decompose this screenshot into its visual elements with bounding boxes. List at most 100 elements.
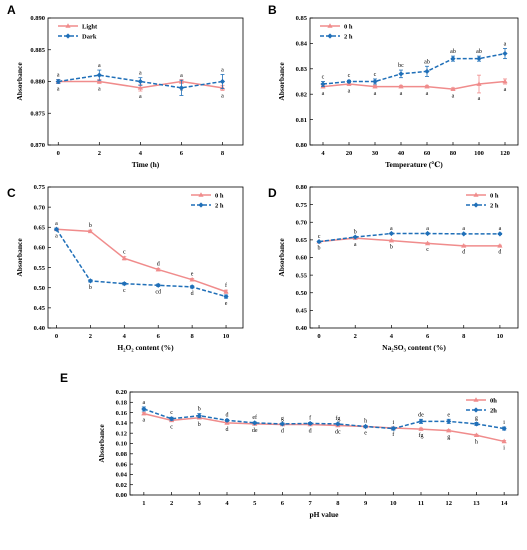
x-tick-label: 2 (354, 333, 357, 340)
x-tick-label: 3 (198, 500, 202, 507)
x-axis-label: Na₂SO₃ content (%) (382, 343, 446, 352)
data-point-triangle (87, 228, 93, 234)
data-point-diamond (362, 423, 369, 430)
data-point-triangle (398, 83, 404, 89)
y-tick-label: 0.870 (30, 142, 45, 149)
significance-label: a (98, 63, 101, 69)
x-tick-label: 10 (223, 333, 230, 340)
significance-label: b (198, 422, 201, 428)
significance-label: b (89, 223, 92, 229)
x-tick-label: 0 (317, 333, 320, 340)
x-tick-label: 10 (390, 500, 397, 507)
significance-label: e (191, 271, 194, 277)
legend-marker (473, 397, 479, 402)
legend: Light Dark (58, 23, 98, 40)
x-tick-label: 80 (450, 150, 457, 157)
y-tick-label: 0.40 (34, 325, 45, 332)
data-point-diamond (189, 284, 195, 290)
series-dashed: c c c bc ab ab ab a (320, 41, 508, 87)
significance-label: a (426, 91, 429, 97)
significance-label: fg (419, 432, 424, 439)
significance-label: c (170, 410, 173, 416)
x-tick-label: 5 (253, 500, 257, 507)
panel-letter: B (268, 3, 277, 17)
legend-marker (198, 202, 204, 208)
data-point-diamond (168, 416, 175, 422)
data-point-diamond (388, 230, 394, 237)
legend-marker (65, 23, 71, 28)
data-point-triangle (388, 237, 394, 243)
x-axis-label: H₂O₂ content (%) (117, 343, 174, 352)
significance-label: g (281, 416, 284, 422)
significance-label: g (475, 415, 478, 421)
significance-label: a (354, 242, 357, 248)
y-tick-label: 0.45 (296, 308, 308, 315)
significance-label: a (139, 71, 142, 77)
legend-label: 0h (490, 397, 497, 404)
data-point-triangle (502, 78, 508, 84)
significance-label: a (55, 221, 58, 227)
y-tick-label: 0.12 (116, 430, 127, 437)
series-line (143, 412, 505, 443)
x-tick-label: 8 (191, 333, 195, 340)
significance-label: a (478, 96, 481, 102)
data-point-diamond (87, 278, 93, 284)
y-tick-label: 0.70 (296, 219, 307, 226)
data-point-diamond (476, 56, 482, 62)
data-point-triangle (223, 288, 229, 294)
x-tick-label: 60 (424, 150, 431, 157)
significance-label: c (322, 75, 325, 81)
data-point-diamond (390, 425, 396, 432)
y-tick-label: 0.60 (34, 245, 45, 252)
x-tick-label: 2 (98, 150, 101, 157)
data-point-triangle (418, 426, 424, 431)
data-point-diamond (450, 56, 456, 62)
significance-label: d (191, 291, 194, 297)
significance-label: ab (476, 49, 482, 55)
y-tick-label: 0.75 (296, 202, 308, 209)
significance-label: a (57, 86, 60, 92)
series-line (322, 80, 506, 90)
y-tick-label: 0.60 (296, 255, 307, 262)
y-tick-label: 0.75 (34, 184, 46, 191)
x-tick-label: 6 (281, 500, 285, 507)
series-line (318, 237, 500, 247)
significance-label: a (400, 91, 403, 97)
data-point-diamond (121, 281, 127, 287)
legend-label: 2 h (490, 202, 499, 209)
x-tick-label: 7 (309, 500, 313, 507)
legend-label: 2 h (344, 33, 353, 40)
panel-letter: E (60, 371, 68, 385)
significance-label: a (98, 86, 101, 92)
y-axis-label: Absorbance (15, 62, 24, 101)
y-axis-label: Absorbance (277, 238, 286, 277)
significance-label: f (309, 414, 311, 421)
significance-label: e (225, 301, 228, 307)
legend-label: 0 h (490, 192, 499, 199)
legend-label: 2 h (215, 202, 224, 209)
y-tick-label: 0.45 (34, 305, 46, 312)
x-tick-label: 20 (346, 150, 353, 157)
panel-letter: C (7, 186, 16, 200)
y-tick-label: 0.70 (34, 204, 45, 211)
y-axis-label: Absorbance (277, 62, 286, 101)
data-point-diamond (307, 420, 313, 427)
y-tick-label: 0.85 (296, 15, 308, 22)
legend: 0 h2 h (320, 23, 353, 40)
x-tick-label: 0 (57, 150, 60, 157)
x-tick-label: 4 (139, 150, 143, 157)
x-axis-label: Time (h) (132, 160, 160, 169)
x-tick-label: 0 (55, 333, 58, 340)
y-axis-label: Absorbance (97, 424, 106, 463)
legend-label: 2h (490, 407, 497, 414)
data-point-diamond (96, 72, 102, 78)
legend-marker (198, 192, 204, 197)
y-tick-label: 0.02 (116, 482, 127, 489)
panel-a: A 0.870 0.875 0.880 0.885 0.890 0 2 4 6 8 Time (h) A… (7, 3, 244, 169)
data-point-triangle (473, 432, 480, 438)
data-point-diamond (346, 78, 352, 85)
significance-label: a (221, 93, 224, 99)
legend-label: Light (82, 23, 98, 30)
x-tick-label: 9 (364, 500, 368, 507)
x-axis-label: pH value (310, 510, 340, 519)
